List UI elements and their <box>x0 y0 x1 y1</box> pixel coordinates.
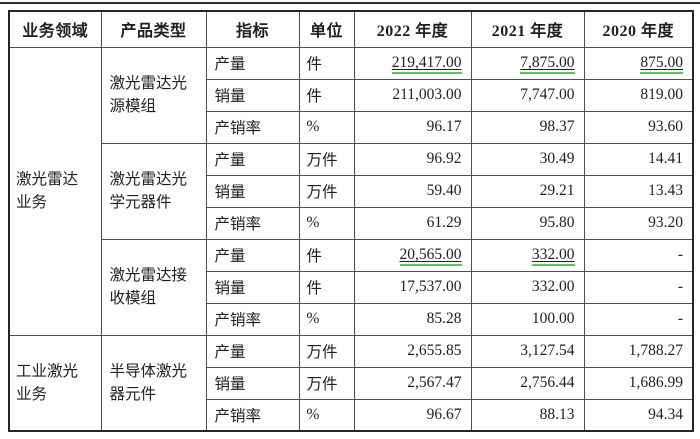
table-row: 激光雷达接收模组 产量 件 20,565.00 332.00 - <box>9 238 694 336</box>
unit-cell: 万件 <box>298 142 355 176</box>
indicator-cell: 销量 <box>205 366 300 400</box>
value-cell-2020: 819.00 <box>583 78 694 112</box>
product-type-cell: 半导体激光器元件 <box>100 334 207 432</box>
value-cell-2022: 85.28 <box>353 302 472 336</box>
value-cell-2021: 332.00 <box>470 238 585 272</box>
header-year-2021: 2021 年度 <box>470 10 585 48</box>
unit-cell: % <box>298 206 355 240</box>
indicator-cell: 产量 <box>205 334 300 368</box>
value-cell-2022: 211,003.00 <box>353 78 472 112</box>
business-area-cell: 工业激光业务 <box>8 334 102 432</box>
value-cell-2021: 88.13 <box>470 398 585 432</box>
indicator-cell: 产销率 <box>205 302 300 336</box>
production-sales-table: 业务领域 产品类型 指标 单位 2022 年度 2021 年度 2020 年度 … <box>8 10 694 432</box>
table-row: 产销率 % 85.28 100.00 - <box>9 302 694 336</box>
table-row: 工业激光业务 半导体激光器元件 产量 万件 2,655.85 3,127.54 … <box>8 334 694 432</box>
value-cell-2020: 14.41 <box>583 142 694 176</box>
value-cell-2021: 95.80 <box>470 206 585 240</box>
value-cell-2021: 30.49 <box>470 142 585 176</box>
unit-cell: 万件 <box>298 366 355 400</box>
value-cell-2022: 96.92 <box>353 142 472 176</box>
header-year-2020: 2020 年度 <box>583 10 694 48</box>
indicator-cell: 产销率 <box>205 206 300 240</box>
indicator-cell: 销量 <box>205 174 300 208</box>
value-cell-2020: 93.20 <box>583 206 694 240</box>
value-cell-2022: 219,417.00 <box>353 46 472 80</box>
indicator-cell: 产销率 <box>205 110 300 144</box>
indicator-cell: 产量 <box>205 46 300 80</box>
indicator-cell: 销量 <box>205 78 300 112</box>
header-unit: 单位 <box>298 10 355 48</box>
product-type-cell: 激光雷达光源模组 <box>100 46 207 144</box>
value-cell-2022: 17,537.00 <box>353 270 472 304</box>
header-product-type: 产品类型 <box>100 10 207 48</box>
underlined-value: 20,565.00 <box>399 246 462 266</box>
unit-cell: 件 <box>298 270 355 304</box>
indicator-cell: 产量 <box>205 142 300 176</box>
value-cell-2021: 2,756.44 <box>470 366 585 400</box>
value-cell-2021: 7,875.00 <box>470 46 585 80</box>
product-type-cell: 激光雷达光学元器件 <box>100 142 207 240</box>
value-cell-2020: 94.34 <box>583 398 694 432</box>
value-cell-2020: - <box>583 302 694 336</box>
value-cell-2021: 7,747.00 <box>470 78 585 112</box>
value-cell-2020: 875.00 <box>583 46 694 80</box>
value-cell-2022: 59.40 <box>353 174 472 208</box>
header-business-area: 业务领域 <box>8 10 102 48</box>
underlined-value: 332.00 <box>531 246 575 266</box>
indicator-cell: 产量 <box>205 238 300 272</box>
underlined-value: 7,875.00 <box>520 54 575 74</box>
table-row: 激光雷达业务 激光雷达光源模组 产量 件 219,417.00 7,875.00… <box>8 46 694 336</box>
page-top-rule <box>0 2 700 4</box>
unit-cell: % <box>298 398 355 432</box>
unit-cell: % <box>298 110 355 144</box>
table-row: 产销率 % 96.17 98.37 93.60 <box>9 110 694 144</box>
table-row: 激光雷达光学元器件 产量 万件 96.92 30.49 14.41 <box>9 142 694 240</box>
table-header-row: 业务领域 产品类型 指标 单位 2022 年度 2021 年度 2020 年度 <box>8 10 694 48</box>
header-year-2022: 2022 年度 <box>353 10 472 48</box>
value-cell-2021: 332.00 <box>470 270 585 304</box>
value-cell-2022: 20,565.00 <box>353 238 472 272</box>
table-row: 销量 万件 2,567.47 2,756.44 1,686.99 <box>9 366 694 400</box>
unit-cell: % <box>298 302 355 336</box>
value-cell-2020: 93.60 <box>583 110 694 144</box>
unit-cell: 万件 <box>298 174 355 208</box>
value-cell-2022: 2,567.47 <box>353 366 472 400</box>
value-cell-2021: 29.21 <box>470 174 585 208</box>
table-row: 产销率 % 96.67 88.13 94.34 <box>9 398 694 432</box>
product-type-cell: 激光雷达接收模组 <box>100 238 207 336</box>
underlined-value: 219,417.00 <box>391 54 462 74</box>
unit-cell: 件 <box>298 238 355 272</box>
value-cell-2020: 1,788.27 <box>583 334 694 368</box>
unit-cell: 件 <box>298 78 355 112</box>
underlined-value: 875.00 <box>640 54 683 74</box>
value-cell-2022: 96.17 <box>353 110 472 144</box>
value-cell-2020: 13.43 <box>583 174 694 208</box>
value-cell-2021: 3,127.54 <box>470 334 585 368</box>
value-cell-2022: 96.67 <box>353 398 472 432</box>
unit-cell: 件 <box>298 46 355 80</box>
unit-cell: 万件 <box>298 334 355 368</box>
value-cell-2020: 1,686.99 <box>583 366 694 400</box>
value-cell-2022: 61.29 <box>353 206 472 240</box>
table-row: 销量 件 17,537.00 332.00 - <box>9 270 694 304</box>
value-cell-2022: 2,655.85 <box>353 334 472 368</box>
value-cell-2020: - <box>583 270 694 304</box>
business-area-cell: 激光雷达业务 <box>8 46 102 336</box>
indicator-cell: 销量 <box>205 270 300 304</box>
table-row: 销量 件 211,003.00 7,747.00 819.00 <box>9 78 694 112</box>
value-cell-2021: 100.00 <box>470 302 585 336</box>
table-row: 产销率 % 61.29 95.80 93.20 <box>9 206 694 240</box>
value-cell-2020: - <box>583 238 694 272</box>
indicator-cell: 产销率 <box>205 398 300 432</box>
table-row: 销量 万件 59.40 29.21 13.43 <box>9 174 694 208</box>
header-indicator: 指标 <box>205 10 300 48</box>
value-cell-2021: 98.37 <box>470 110 585 144</box>
